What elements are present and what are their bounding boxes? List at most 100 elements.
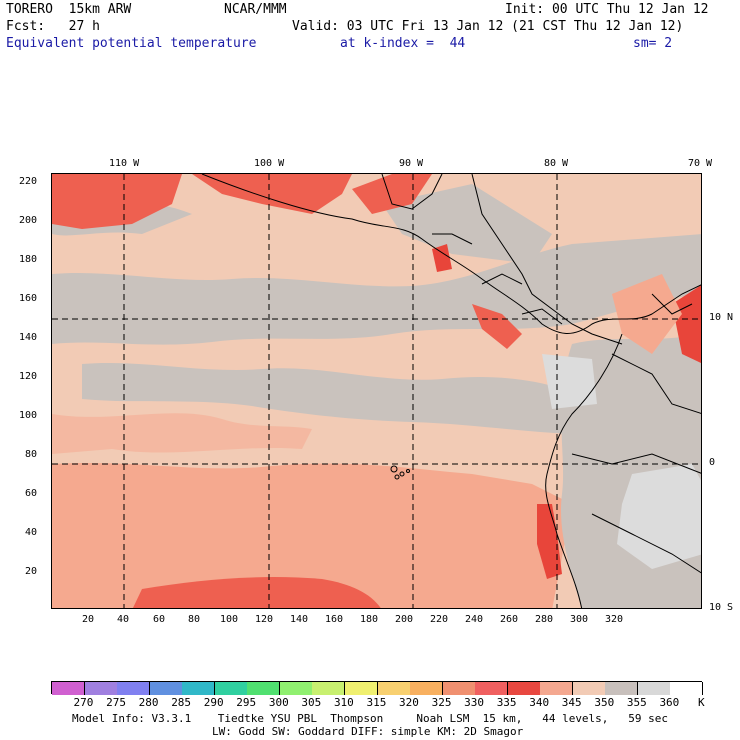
lon-label-100w: 100 W (254, 158, 285, 169)
hot-region-south-band (132, 577, 381, 608)
valid-time: Valid: 03 UTC Fri 13 Jan 12 (21 CST Thu … (292, 19, 684, 34)
colorbar-level: 275 (106, 696, 126, 709)
hot-region-north (352, 174, 432, 214)
yucatan-outline (381, 174, 443, 210)
y-tick: 20 (25, 566, 38, 577)
colorbar-unit: K (698, 696, 705, 709)
lat-label-10s: 10 S (709, 602, 734, 613)
colorbar-level: 295 (236, 696, 257, 709)
hot-region-colombia (672, 285, 701, 364)
y-tick: 180 (19, 254, 38, 265)
x-tick: 280 (535, 614, 554, 625)
hot-region-costa-rica (472, 304, 522, 349)
lon-label-70w: 70 W (688, 158, 713, 169)
y-tick: 60 (25, 488, 38, 499)
theta-e-field (52, 174, 701, 608)
colorbar-swatch (247, 682, 281, 695)
grey-central-america (382, 184, 552, 264)
x-tick: 20 (82, 614, 95, 625)
x-tick: 140 (290, 614, 309, 625)
x-tick: 240 (465, 614, 484, 625)
colorbar-level: 280 (138, 696, 159, 709)
x-tick: 120 (255, 614, 274, 625)
colorbar-swatch (670, 682, 704, 695)
y-tick: 140 (19, 332, 38, 343)
nicaragua-border (481, 273, 523, 285)
south-america-west-coast (545, 333, 623, 608)
model-info-line1: Model Info: V3.3.1 Tiedtke YSU PBL Thomp… (72, 712, 669, 725)
hot-region-mexico-coast (192, 174, 352, 214)
y-tick: 220 (19, 176, 38, 187)
grey-band-middle (82, 362, 572, 434)
colorbar-swatch (475, 682, 509, 695)
level-label: at k-index = 44 (340, 36, 466, 51)
warm-band-mid (52, 413, 312, 454)
y-tick: 200 (19, 215, 38, 226)
model-info-line2: LW: Godd SW: Goddard DIFF: simple KM: 2D… (212, 725, 524, 738)
map-panel (51, 173, 702, 609)
colorbar-level: 325 (431, 696, 452, 709)
colombia-ecuador-border (611, 353, 701, 414)
pacific-coastline (201, 174, 701, 334)
coastlines (201, 174, 701, 608)
hot-region-northwest (52, 174, 182, 229)
lat-label-10n: 10 N (709, 312, 734, 323)
colorbar-swatch (540, 682, 574, 695)
lon-label-90w: 90 W (399, 158, 424, 169)
x-tick: 180 (360, 614, 379, 625)
colorbar-level: 305 (301, 696, 322, 709)
y-tick: 100 (19, 410, 38, 421)
colorbar-swatch (84, 682, 118, 695)
colorbar-level: 310 (333, 696, 354, 709)
colorbar-level: 290 (203, 696, 224, 709)
colorbar-level: 270 (73, 696, 94, 709)
colorbar-swatch (572, 682, 606, 695)
y-tick: 160 (19, 293, 38, 304)
colorbar-level: 360 (659, 696, 680, 709)
colorbar-swatch (312, 682, 346, 695)
colorbar-level: 340 (529, 696, 550, 709)
colorbar-level: 320 (399, 696, 419, 709)
lon-label-80w: 80 W (544, 158, 569, 169)
hot-region-peru-coast (537, 504, 562, 579)
grey-band-north (52, 234, 701, 345)
galapagos-islands (390, 465, 410, 480)
x-tick: 160 (325, 614, 344, 625)
colorbar-swatch (410, 682, 444, 695)
lat-lon-grid (52, 174, 701, 608)
model-title: TORERO 15km ARW (6, 2, 132, 17)
colorbar-level: 335 (496, 696, 517, 709)
colorbar-swatch (637, 682, 671, 695)
warm-region-colombia (612, 274, 682, 354)
y-tick: 80 (25, 449, 38, 460)
light-grey-andes (617, 464, 701, 569)
init-time: Init: 00 UTC Thu 12 Jan 12 (505, 2, 709, 17)
light-grey-patch (542, 354, 597, 409)
colorbar-swatch (149, 682, 183, 695)
colorbar-level: 300 (268, 696, 289, 709)
colorbar-swatch (377, 682, 411, 695)
colorbar-level: 355 (626, 696, 647, 709)
x-tick: 260 (500, 614, 519, 625)
venezuela-border (651, 293, 693, 315)
colorbar-level: 315 (366, 696, 387, 709)
y-tick: 40 (25, 527, 38, 538)
colorbar-swatch (507, 682, 541, 695)
colorbar-swatch (442, 682, 476, 695)
x-tick: 60 (153, 614, 166, 625)
colorbar-level: 350 (594, 696, 615, 709)
x-tick: 80 (188, 614, 201, 625)
x-tick: 320 (605, 614, 624, 625)
colorbar-level: 330 (464, 696, 485, 709)
colorbar-swatch (52, 682, 86, 695)
colorbar-level: 285 (171, 696, 192, 709)
colorbar-swatch (605, 682, 639, 695)
brazil-border (591, 513, 701, 574)
warm-band-south (52, 462, 572, 608)
x-tick: 300 (570, 614, 589, 625)
caribbean-coastline (471, 174, 623, 345)
colorbar-level: 345 (561, 696, 582, 709)
lon-label-110w: 110 W (109, 158, 140, 169)
smoothing-label: sm= 2 (633, 36, 673, 51)
x-tick: 220 (430, 614, 449, 625)
